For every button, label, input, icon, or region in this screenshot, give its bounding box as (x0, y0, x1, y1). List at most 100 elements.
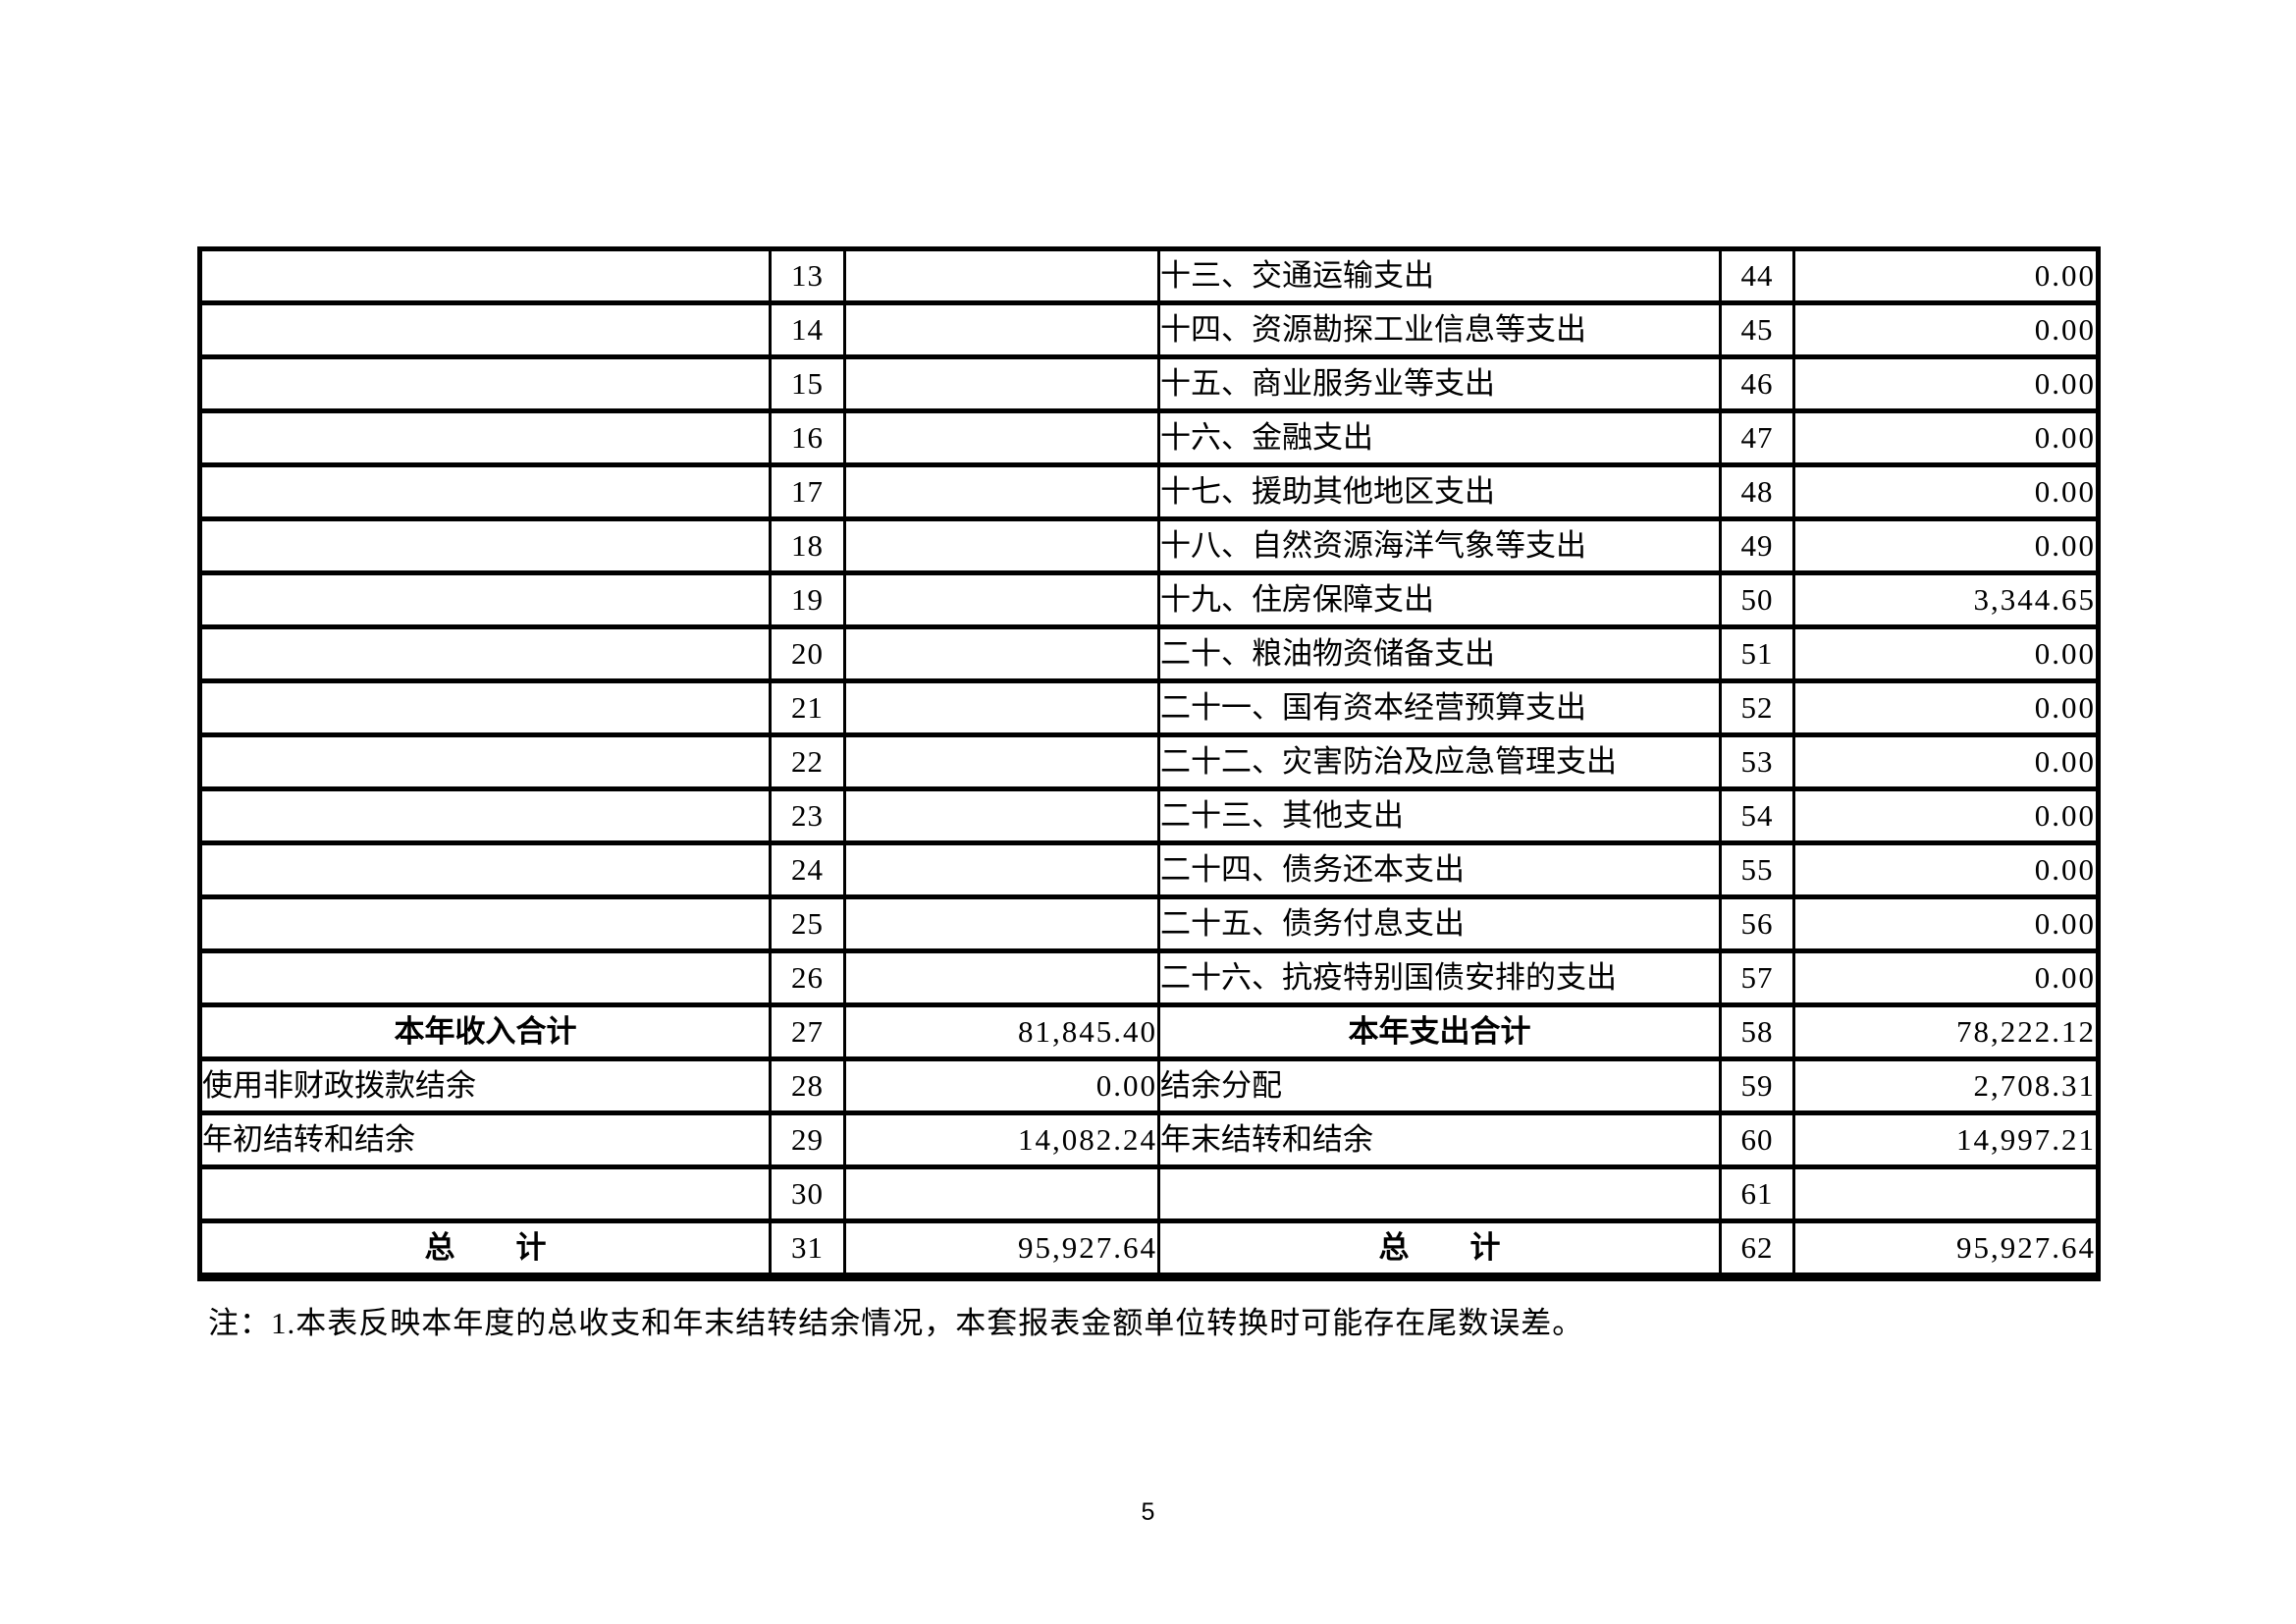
left-amount-cell (843, 300, 1160, 359)
table-row: 19 十九、住房保障支出 50 3,344.65 (197, 570, 2101, 629)
left-amount-cell (843, 570, 1160, 629)
left-amount-cell (843, 948, 1160, 1007)
left-category-cell: 本年收入合计 (197, 1002, 772, 1061)
right-line-number: 61 (1719, 1164, 1795, 1223)
left-category-cell (197, 408, 772, 467)
left-amount-cell: 14,082.24 (843, 1110, 1160, 1169)
table-row: 20 二十、粮油物资储备支出 51 0.00 (197, 624, 2101, 683)
right-amount-cell: 3,344.65 (1792, 570, 2101, 629)
right-amount-cell: 0.00 (1792, 894, 2101, 953)
right-category-cell: 本年支出合计 (1157, 1002, 1722, 1061)
left-category-cell (197, 786, 772, 845)
left-line-number: 30 (769, 1164, 846, 1223)
right-line-number: 57 (1719, 948, 1795, 1007)
right-category-cell: 十三、交通运输支出 (1157, 246, 1722, 305)
left-line-number: 15 (769, 354, 846, 413)
left-amount-cell: 81,845.40 (843, 1002, 1160, 1061)
left-line-number: 25 (769, 894, 846, 953)
right-line-number: 55 (1719, 840, 1795, 899)
left-amount-cell (843, 1164, 1160, 1223)
right-category-cell: 十四、资源勘探工业信息等支出 (1157, 300, 1722, 359)
left-category-cell (197, 246, 772, 305)
table-row: 30 61 (197, 1164, 2101, 1223)
right-amount-cell: 78,222.12 (1792, 1002, 2101, 1061)
right-category-cell: 总 计 (1157, 1218, 1722, 1281)
left-category-cell: 年初结转和结余 (197, 1110, 772, 1169)
page-number: 5 (1141, 1498, 1155, 1526)
right-amount-cell (1792, 1164, 2101, 1223)
left-line-number: 14 (769, 300, 846, 359)
left-amount-cell (843, 462, 1160, 521)
right-amount-cell: 0.00 (1792, 840, 2101, 899)
table-row: 22 二十二、灾害防治及应急管理支出 53 0.00 (197, 732, 2101, 791)
right-category-cell: 二十六、抗疫特别国债安排的支出 (1157, 948, 1722, 1007)
table-row: 15 十五、商业服务业等支出 46 0.00 (197, 354, 2101, 413)
right-category-cell (1157, 1164, 1722, 1223)
income-expenditure-table: 13 十三、交通运输支出 44 0.00 14 十四、资源勘探工业信息等支出 4… (197, 246, 2101, 1281)
table-row: 18 十八、自然资源海洋气象等支出 49 0.00 (197, 516, 2101, 575)
right-category-cell: 十五、商业服务业等支出 (1157, 354, 1722, 413)
left-category-cell (197, 678, 772, 737)
right-category-cell: 十六、金融支出 (1157, 408, 1722, 467)
right-amount-cell: 0.00 (1792, 732, 2101, 791)
right-category-cell: 二十四、债务还本支出 (1157, 840, 1722, 899)
left-line-number: 27 (769, 1002, 846, 1061)
left-amount-cell: 0.00 (843, 1056, 1160, 1115)
table-row: 13 十三、交通运输支出 44 0.00 (197, 246, 2101, 305)
left-line-number: 22 (769, 732, 846, 791)
left-line-number: 19 (769, 570, 846, 629)
right-line-number: 50 (1719, 570, 1795, 629)
right-line-number: 59 (1719, 1056, 1795, 1115)
right-category-cell: 二十一、国有资本经营预算支出 (1157, 678, 1722, 737)
right-category-cell: 年末结转和结余 (1157, 1110, 1722, 1169)
right-amount-cell: 2,708.31 (1792, 1056, 2101, 1115)
table-row: 16 十六、金融支出 47 0.00 (197, 408, 2101, 467)
left-category-cell (197, 354, 772, 413)
left-line-number: 21 (769, 678, 846, 737)
right-category-cell: 十九、住房保障支出 (1157, 570, 1722, 629)
right-amount-cell: 0.00 (1792, 246, 2101, 305)
left-amount-cell (843, 246, 1160, 305)
right-amount-cell: 0.00 (1792, 408, 2101, 467)
left-line-number: 20 (769, 624, 846, 683)
left-line-number: 29 (769, 1110, 846, 1169)
right-amount-cell: 0.00 (1792, 948, 2101, 1007)
left-category-cell (197, 894, 772, 953)
left-line-number: 17 (769, 462, 846, 521)
left-category-cell (197, 462, 772, 521)
right-amount-cell: 0.00 (1792, 462, 2101, 521)
right-line-number: 45 (1719, 300, 1795, 359)
table-row: 本年收入合计 27 81,845.40 本年支出合计 58 78,222.12 (197, 1002, 2101, 1061)
left-line-number: 23 (769, 786, 846, 845)
left-amount-cell (843, 678, 1160, 737)
right-line-number: 53 (1719, 732, 1795, 791)
right-amount-cell: 0.00 (1792, 624, 2101, 683)
right-line-number: 62 (1719, 1218, 1795, 1281)
left-line-number: 28 (769, 1056, 846, 1115)
right-category-cell: 二十三、其他支出 (1157, 786, 1722, 845)
left-line-number: 13 (769, 246, 846, 305)
right-line-number: 54 (1719, 786, 1795, 845)
left-line-number: 31 (769, 1218, 846, 1281)
left-amount-cell (843, 408, 1160, 467)
right-line-number: 58 (1719, 1002, 1795, 1061)
table-row: 25 二十五、债务付息支出 56 0.00 (197, 894, 2101, 953)
left-amount-cell (843, 354, 1160, 413)
table-row: 总 计 31 95,927.64 总 计 62 95,927.64 (197, 1218, 2101, 1281)
table-row: 使用非财政拨款结余 28 0.00 结余分配 59 2,708.31 (197, 1056, 2101, 1115)
left-amount-cell (843, 732, 1160, 791)
left-amount-cell (843, 624, 1160, 683)
left-line-number: 24 (769, 840, 846, 899)
right-category-cell: 二十五、债务付息支出 (1157, 894, 1722, 953)
left-line-number: 16 (769, 408, 846, 467)
left-category-cell (197, 624, 772, 683)
left-category-cell: 使用非财政拨款结余 (197, 1056, 772, 1115)
right-category-cell: 二十二、灾害防治及应急管理支出 (1157, 732, 1722, 791)
left-amount-cell (843, 516, 1160, 575)
left-category-cell (197, 732, 772, 791)
right-amount-cell: 0.00 (1792, 786, 2101, 845)
table-row: 14 十四、资源勘探工业信息等支出 45 0.00 (197, 300, 2101, 359)
table-row: 年初结转和结余 29 14,082.24 年末结转和结余 60 14,997.2… (197, 1110, 2101, 1169)
right-category-cell: 十八、自然资源海洋气象等支出 (1157, 516, 1722, 575)
